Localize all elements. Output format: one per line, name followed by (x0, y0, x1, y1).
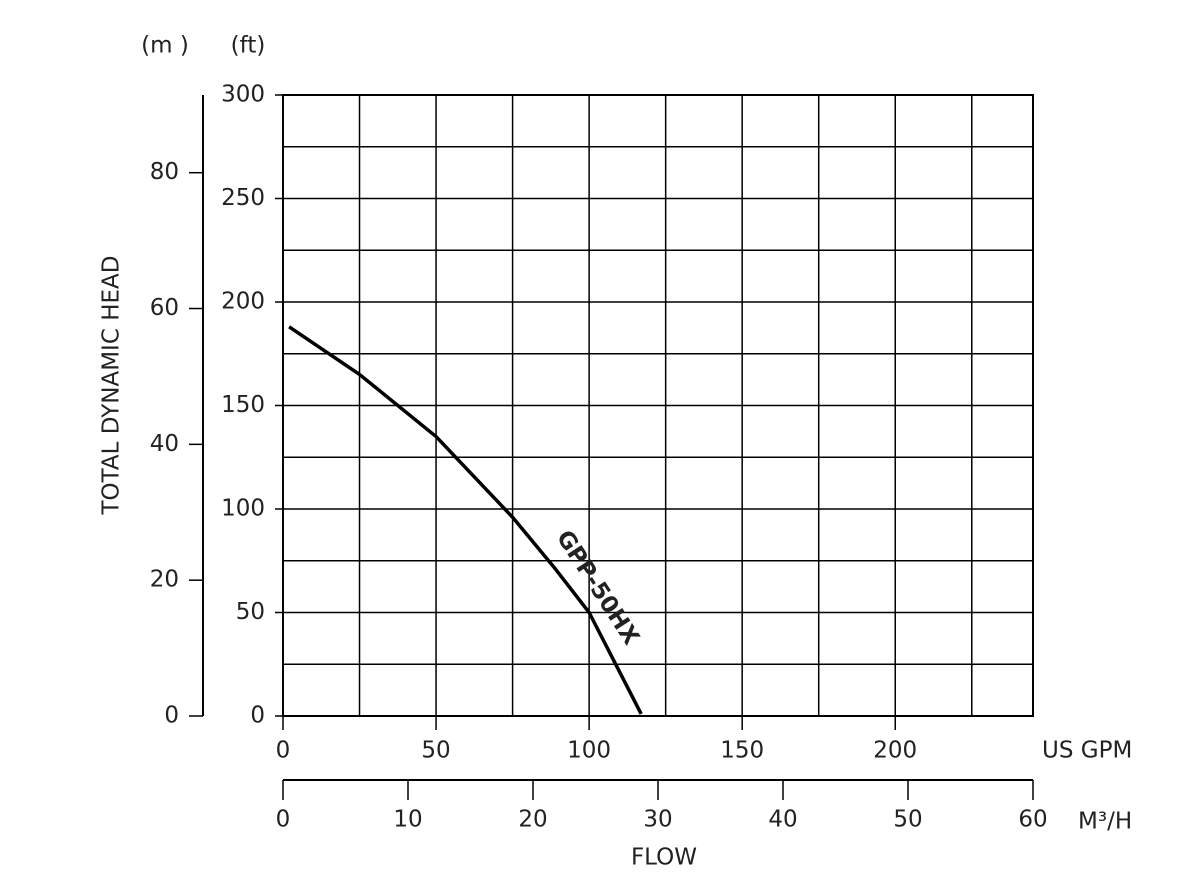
x-unit: US GPM (1042, 738, 1132, 764)
y-unit: (ft) (231, 33, 266, 59)
x2-tick-label: 10 (393, 807, 422, 833)
x2-tick-label: 0 (276, 807, 291, 833)
y-tick-label: 100 (221, 496, 265, 522)
y2-tick-label: 20 (150, 567, 179, 593)
x-tick-label: 100 (567, 738, 611, 764)
y-tick-label: 300 (221, 82, 265, 108)
x2-tick-label: 60 (1018, 807, 1047, 833)
curve (288, 325, 643, 715)
x2-tick-label: 40 (768, 807, 797, 833)
x-tick-label: 50 (421, 738, 450, 764)
x-tick-label: 200 (873, 738, 917, 764)
y-tick-label: 0 (250, 703, 265, 729)
x-axis-title: FLOW (631, 845, 697, 871)
y2-unit: (m ) (141, 33, 189, 59)
y-tick-label: 150 (221, 392, 265, 418)
y2-tick-label: 80 (150, 159, 179, 185)
x-tick-label: 150 (720, 738, 764, 764)
y2-tick-label: 60 (150, 295, 179, 321)
x2-tick-label: 20 (518, 807, 547, 833)
x-tick-label: 0 (276, 738, 291, 764)
y-tick-label: 200 (221, 289, 265, 315)
x2-unit: M³/H (1078, 809, 1132, 835)
y-tick-label: 250 (221, 185, 265, 211)
y2-tick-label: 0 (164, 703, 179, 729)
y-axis-title: TOTAL DYNAMIC HEAD (99, 256, 125, 516)
x2-tick-label: 30 (643, 807, 672, 833)
x2-tick-label: 50 (893, 807, 922, 833)
y2-tick-label: 40 (150, 431, 179, 457)
y-tick-label: 50 (236, 599, 265, 625)
